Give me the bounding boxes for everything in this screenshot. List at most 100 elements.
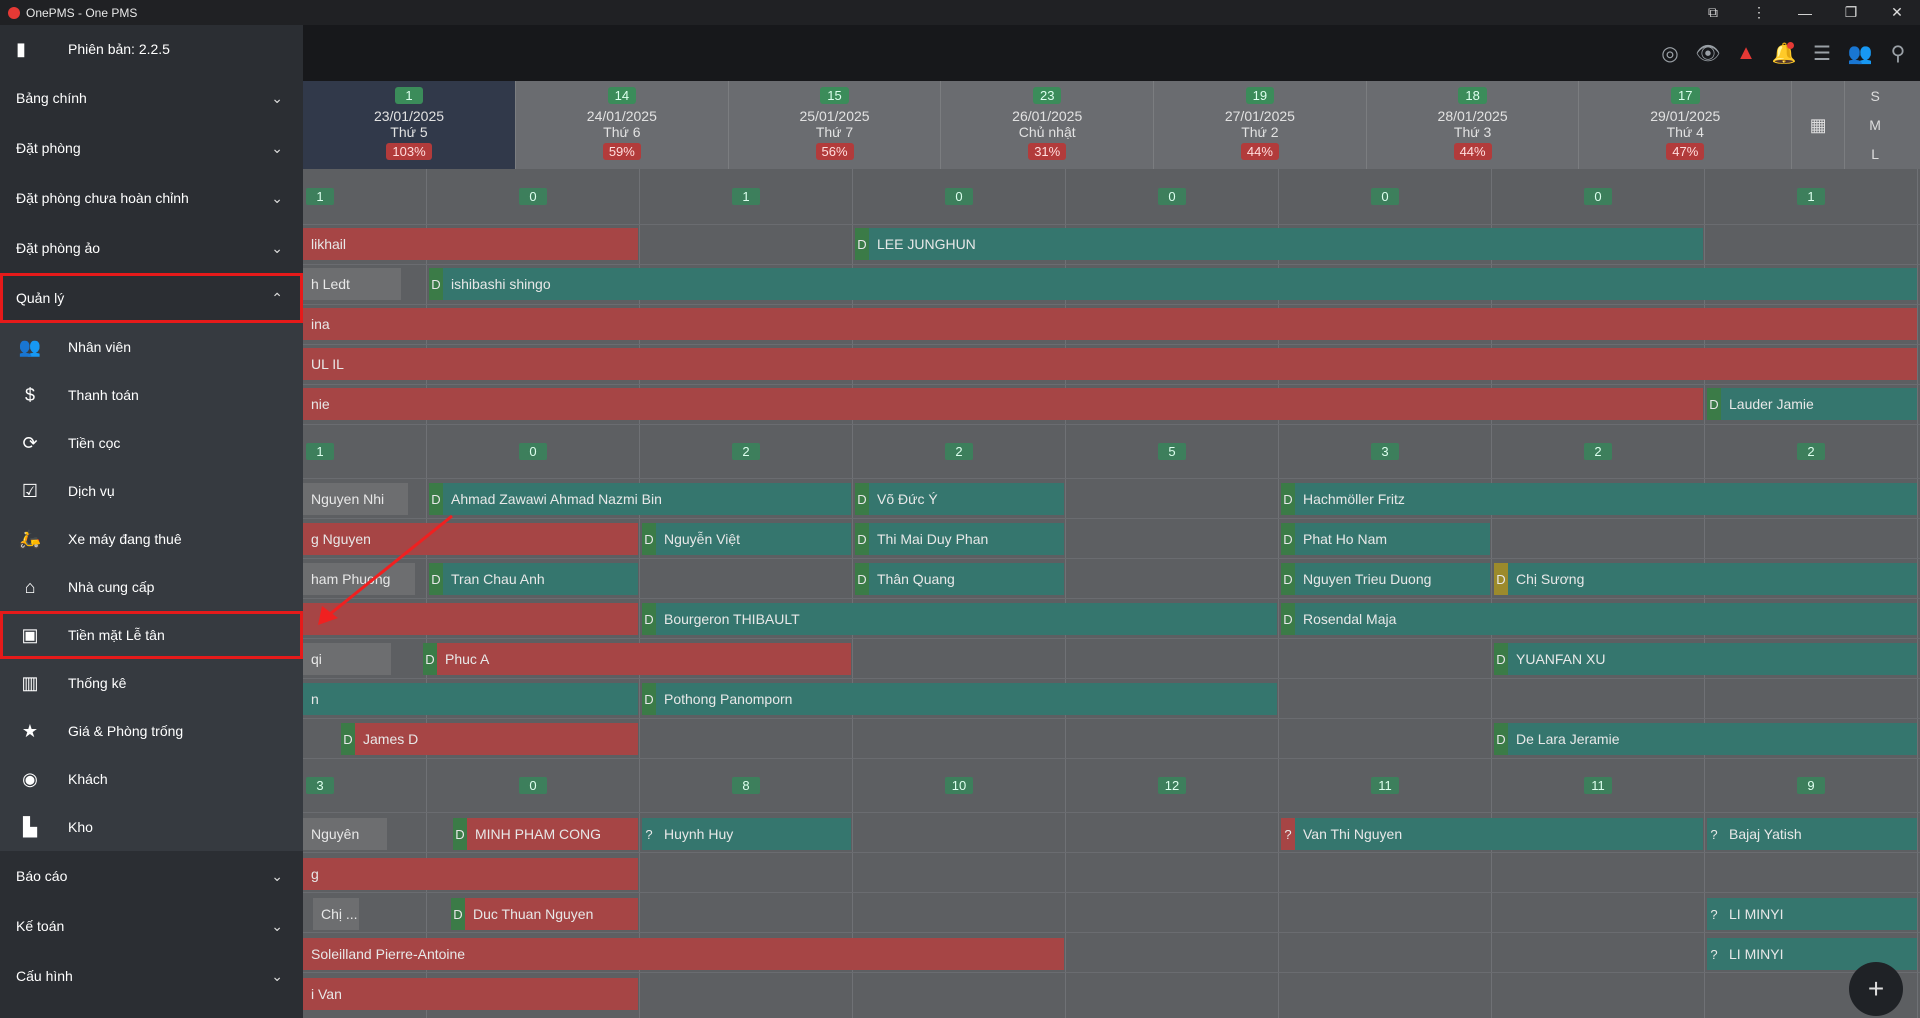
booking-bar[interactable]: D Nguyễn Việt	[642, 523, 851, 555]
booking-bar[interactable]: ham Phuong	[303, 563, 415, 595]
occupancy-badge: 47%	[1666, 143, 1705, 160]
booking-bar[interactable]: D Ahmad Zawawi Ahmad Nazmi Bin	[429, 483, 851, 515]
booking-bar[interactable]: D YUANFAN XU	[1494, 643, 1917, 675]
sidebar-item-dich-vu[interactable]: ☑ Dịch vụ	[0, 467, 303, 515]
booking-bar[interactable]: Nguyen Nhi	[303, 483, 408, 515]
booking-bar[interactable]: D Rosendal Maja	[1281, 603, 1917, 635]
booking-bar[interactable]: D Chị Sương	[1494, 563, 1917, 595]
booking-bar[interactable]: D Phuc A	[423, 643, 851, 675]
booking-bar[interactable]: D Nguyen Trieu Duong	[1281, 563, 1490, 595]
booking-bar[interactable]: i Van	[303, 978, 638, 1010]
close-button[interactable]: ✕	[1891, 4, 1903, 20]
date-column[interactable]: 17 29/01/2025 Thứ 4 47%	[1579, 81, 1793, 169]
add-fab-button[interactable]: +	[1849, 962, 1903, 1016]
size-m-button[interactable]: M	[1869, 116, 1881, 133]
room-count-badge: 0	[1158, 188, 1186, 205]
sidebar-section-dat-phong[interactable]: Đặt phòng ⌄	[16, 139, 283, 157]
warning-icon[interactable]: ▲	[1736, 41, 1756, 64]
sidebar-item-thanh-toan[interactable]: $ Thanh toán	[0, 371, 303, 419]
home-icon: ⌂	[24, 576, 36, 597]
weekday-label: Thứ 5	[390, 124, 428, 140]
sidebar-section-dat-phong-ao[interactable]: Đặt phòng ảo ⌄	[16, 239, 283, 257]
sidebar-item-nhan-vien[interactable]: 👥 Nhân viên	[0, 323, 303, 371]
sidebar-item-xe-may[interactable]: 🛵 Xe máy đang thuê	[0, 515, 303, 563]
list-icon[interactable]: ☰	[1813, 42, 1831, 65]
minimize-button[interactable]: —	[1798, 4, 1812, 21]
bell-icon[interactable]: 🔔	[1771, 42, 1797, 65]
sidebar-item-tien-mat-le-tan[interactable]: ▣ Tiền mặt Lễ tân	[0, 611, 303, 659]
booking-bar[interactable]: nie	[303, 388, 1703, 420]
date-count-badge: 23	[1032, 87, 1062, 104]
booking-bar[interactable]: n	[303, 683, 638, 715]
date-column[interactable]: 1 23/01/2025 Thứ 5 103%	[303, 81, 516, 169]
booking-bar[interactable]: Chị ...	[313, 898, 359, 930]
booking-bar[interactable]: D Duc Thuan Nguyen	[451, 898, 638, 930]
date-column[interactable]: 19 27/01/2025 Thứ 2 44%	[1154, 81, 1367, 169]
booking-bar[interactable]: D Pothong Panomporn	[642, 683, 1277, 715]
booking-bar[interactable]: ina	[303, 308, 1917, 340]
size-s-button[interactable]: S	[1870, 87, 1880, 104]
booking-bar[interactable]: D De Lara Jeramie	[1494, 723, 1917, 755]
booking-bar[interactable]: ? LI MINYI	[1707, 898, 1917, 930]
sidebar-section-quan-ly[interactable]: Quản lý ⌃	[0, 273, 303, 323]
more-menu-icon[interactable]: ⋮	[1752, 4, 1766, 20]
sidebar-item-khach[interactable]: ◉ Khách	[0, 755, 303, 803]
extension-icon[interactable]: ⧉	[1708, 4, 1718, 20]
date-column[interactable]: 18 28/01/2025 Thứ 3 44%	[1367, 81, 1580, 169]
booking-bar[interactable]: D Thân Quang	[855, 563, 1064, 595]
sidebar-section-bang-chinh[interactable]: Bảng chính ⌄	[16, 89, 283, 107]
search-icon[interactable]: ⚲	[1890, 42, 1906, 65]
sidebar-item-nha-cung-cap[interactable]: ⌂ Nhà cung cấp	[0, 563, 303, 611]
booking-bar[interactable]: qi	[303, 643, 391, 675]
sidebar-item-kho[interactable]: ▙ Kho	[0, 803, 303, 851]
room-count-badge: 12	[1158, 777, 1186, 794]
sidebar-item-gia-phong-trong[interactable]: ★ Giá & Phòng trống	[0, 707, 303, 755]
date-column[interactable]: 15 25/01/2025 Thứ 7 56%	[729, 81, 942, 169]
deposit-icon: ⟳	[22, 432, 38, 453]
booking-bar[interactable]: ? LI MINYI	[1707, 938, 1917, 970]
booking-bar[interactable]: ? Bajaj Yatish	[1707, 818, 1917, 850]
chevron-down-icon: ⌄	[271, 89, 283, 106]
size-l-button[interactable]: L	[1871, 146, 1880, 163]
weekday-label: Thứ 4	[1666, 124, 1704, 140]
booking-bar[interactable]: D Tran Chau Anh	[429, 563, 638, 595]
fingerprint-icon[interactable]: ◎	[1661, 42, 1679, 65]
calendar-icon[interactable]: ▦	[1809, 114, 1827, 135]
booking-bar[interactable]: D Võ Đức Ý	[855, 483, 1064, 515]
booking-bar[interactable]: D Bourgeron THIBAULT	[642, 603, 1277, 635]
booking-bar[interactable]: D MINH PHAM CONG	[453, 818, 638, 850]
booking-bar[interactable]: ? Van Thi Nguyen	[1281, 818, 1703, 850]
booking-bar[interactable]: D Thi Mai Duy Phan	[855, 523, 1064, 555]
booking-bar[interactable]: D James D	[341, 723, 638, 755]
booking-bar[interactable]: D Phat Ho Nam	[1281, 523, 1490, 555]
booking-bar[interactable]: likhail	[303, 228, 638, 260]
booking-bar[interactable]	[303, 603, 638, 635]
booking-bar[interactable]: Soleilland Pierre-Antoine	[303, 938, 1064, 970]
booking-bar[interactable]: Nguyên	[303, 818, 387, 850]
booking-bar[interactable]: D Hachmöller Fritz	[1281, 483, 1917, 515]
booking-bar[interactable]: h Ledt	[303, 268, 401, 300]
room-count-badge: 3	[1371, 443, 1399, 460]
booking-bar[interactable]: ? Huynh Huy	[642, 818, 851, 850]
warehouse-icon: ▙	[23, 816, 37, 837]
guest-icon: ◉	[22, 768, 38, 789]
sidebar-section-bao-cao[interactable]: Báo cáo ⌄	[16, 867, 283, 885]
maximize-button[interactable]: ❐	[1844, 4, 1858, 20]
chevron-down-icon: ⌄	[271, 239, 283, 256]
room-count-badge: 1	[732, 188, 760, 205]
sidebar-section-cau-hinh[interactable]: Cấu hình ⌄	[16, 967, 283, 985]
eye-icon[interactable]: 👁	[1695, 42, 1721, 65]
sidebar-item-thong-ke[interactable]: ▥ Thống kê	[0, 659, 303, 707]
booking-bar[interactable]: g	[303, 858, 638, 890]
sidebar-item-tien-coc[interactable]: ⟳ Tiền cọc	[0, 419, 303, 467]
sidebar-section-dat-phong-chua-hoan-chinh[interactable]: Đặt phòng chưa hoàn chỉnh ⌄	[16, 189, 283, 207]
date-column[interactable]: 23 26/01/2025 Chủ nhật 31%	[941, 81, 1155, 169]
date-column[interactable]: 14 24/01/2025 Thứ 6 59%	[516, 81, 729, 169]
booking-bar[interactable]: D LEE JUNGHUN	[855, 228, 1703, 260]
booking-bar[interactable]: D Lauder Jamie	[1707, 388, 1917, 420]
sidebar-section-ke-toan[interactable]: Kế toán ⌄	[16, 917, 283, 935]
add-user-icon[interactable]: 👥	[1847, 42, 1873, 65]
booking-bar[interactable]: UL IL	[303, 348, 1917, 380]
booking-bar[interactable]: g Nguyen	[303, 523, 638, 555]
